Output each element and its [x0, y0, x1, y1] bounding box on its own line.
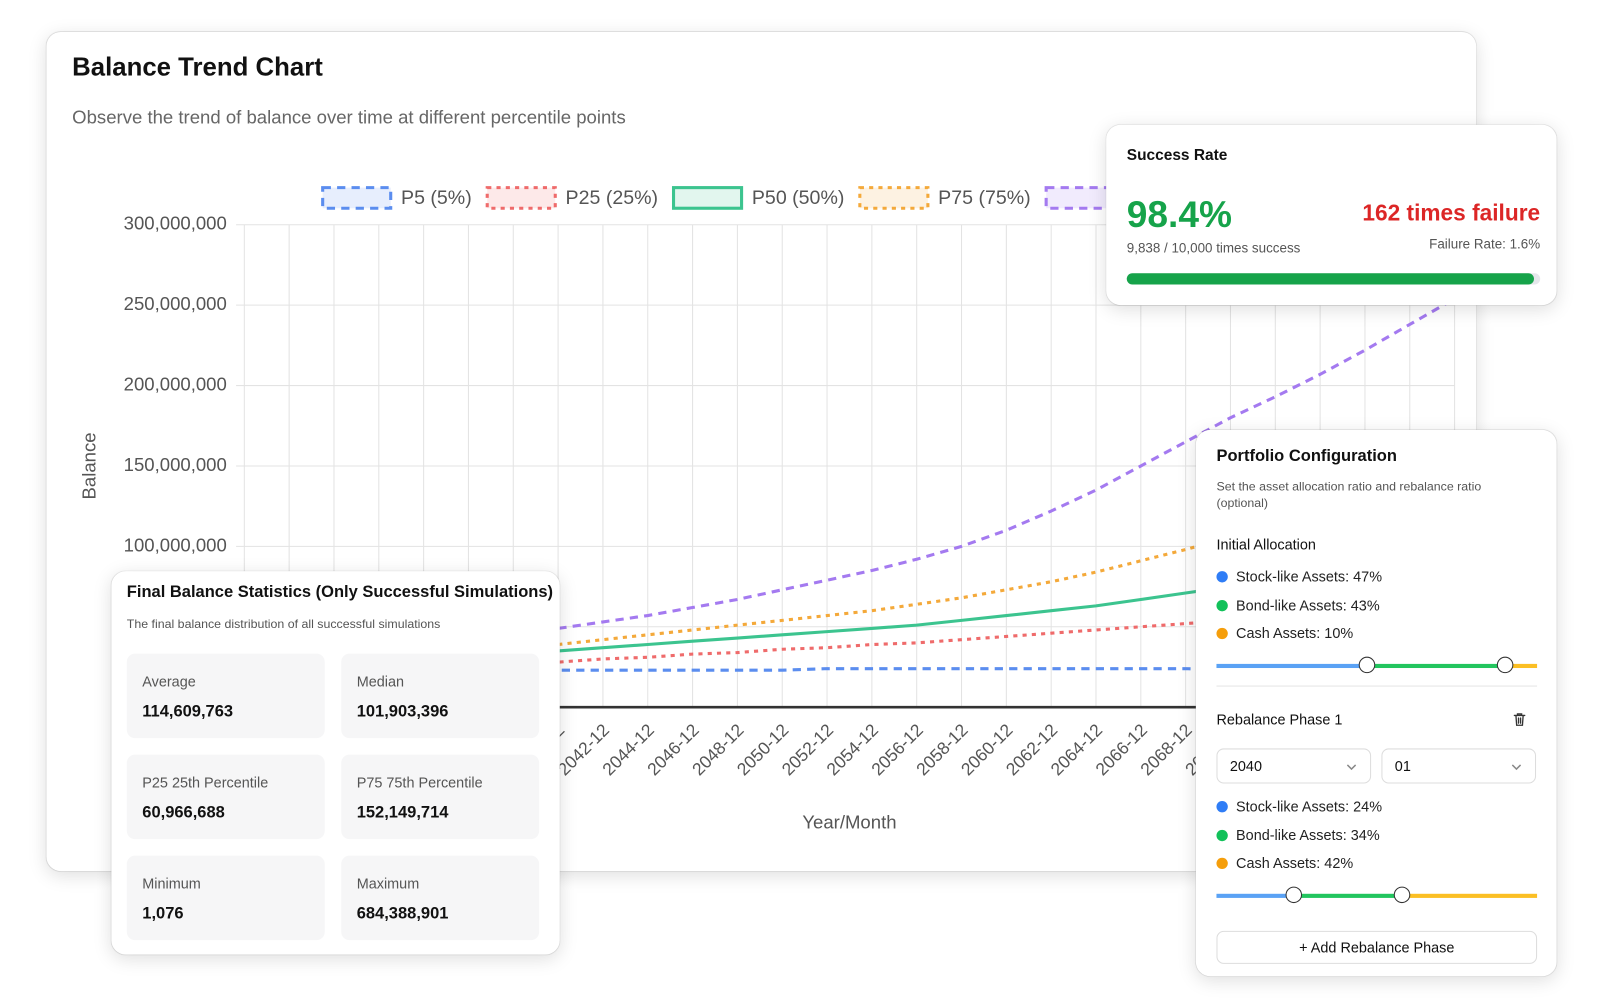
legend-swatch: [858, 186, 930, 210]
stat-value: 152,149,714: [356, 804, 449, 822]
slider-thumb[interactable]: [1496, 656, 1514, 674]
slider-thumb[interactable]: [1285, 886, 1302, 904]
failure-count: 162 times failure: [1362, 199, 1541, 226]
asset-label: Bond-like Assets: 43%: [1236, 596, 1380, 613]
asset-label: Cash Assets: 42%: [1236, 854, 1354, 872]
asset-row: Stock-like Assets: 47%: [1216, 567, 1382, 586]
y-tick-label: 150,000,000: [124, 454, 227, 475]
slider-segment: [1216, 893, 1294, 898]
legend-item: P25 (25%): [485, 186, 658, 210]
success-count: 9,838 / 10,000 times success: [1126, 240, 1301, 256]
legend: P5 (5%)P25 (25%)P50 (50%)P75 (75%)P95 (9…: [321, 186, 1217, 210]
year-select[interactable]: 2040: [1216, 748, 1372, 784]
statistics-card: Final Balance Statistics (Only Successfu…: [111, 571, 560, 955]
asset-dot: [1216, 627, 1228, 640]
legend-item: P75 (75%): [858, 186, 1031, 210]
stat-value: 1,076: [142, 905, 184, 923]
failure-rate: Failure Rate: 1.6%: [1429, 236, 1541, 252]
success-rate-card: Success Rate 98.4% 9,838 / 10,000 times …: [1106, 124, 1557, 306]
chart-subtitle: Observe the trend of balance over time a…: [72, 107, 626, 128]
y-tick-label: 300,000,000: [124, 213, 227, 234]
stat-label: Median: [356, 673, 405, 690]
asset-dot: [1216, 857, 1228, 870]
chevron: [1346, 764, 1357, 771]
y-tick-label: 200,000,000: [124, 373, 227, 394]
legend-item: P50 (50%): [671, 186, 844, 210]
stat-tile: P25 25th Percentile 60,966,688: [126, 754, 325, 840]
slider-segment: [1293, 893, 1403, 898]
stat-tile: P75 75th Percentile 152,149,714: [341, 754, 540, 840]
progress-track: [1126, 273, 1541, 285]
legend-item: P5 (5%): [321, 186, 472, 210]
series-line: [244, 597, 1455, 677]
slider-thumb[interactable]: [1394, 886, 1411, 904]
asset-dot: [1216, 599, 1228, 611]
asset-label: Cash Assets: 10%: [1236, 624, 1354, 642]
stat-value: 60,966,688: [142, 804, 225, 822]
asset-dot: [1216, 801, 1228, 813]
add-phase-button[interactable]: + Add Rebalance Phase: [1216, 930, 1538, 964]
stat-tile: Maximum 684,388,901: [341, 855, 540, 941]
section-title: Rebalance Phase 1: [1216, 711, 1343, 728]
asset-label: Bond-like Assets: 34%: [1236, 826, 1380, 843]
stat-tile: Median 101,903,396: [341, 653, 540, 739]
portfolio-card: Portfolio Configuration Set the asset al…: [1195, 429, 1557, 977]
y-tick-label: 100,000,000: [124, 534, 227, 555]
legend-swatch: [321, 186, 393, 210]
x-axis-title: Year/Month: [802, 812, 896, 833]
card-description: The final balance distribution of all su…: [126, 616, 441, 631]
stat-label: Average: [142, 673, 196, 690]
asset-row: Cash Assets: 10%: [1216, 624, 1353, 643]
asset-row: Cash Assets: 42%: [1216, 854, 1353, 873]
slider-segment: [1505, 663, 1538, 669]
divider: [1216, 685, 1538, 687]
slider-segment: [1402, 893, 1538, 898]
card-title: Portfolio Configuration: [1216, 447, 1397, 465]
allocation-slider: [1216, 886, 1538, 904]
slider-thumb[interactable]: [1358, 656, 1376, 674]
slider-segment: [1216, 663, 1368, 669]
allocation-slider: [1216, 656, 1538, 674]
success-rate: 98.4%: [1126, 192, 1233, 236]
asset-dot: [1216, 829, 1228, 841]
stat-label: Maximum: [356, 875, 420, 892]
select-value: 2040: [1229, 757, 1262, 775]
stat-tile: Minimum 1,076: [126, 855, 325, 941]
asset-dot: [1216, 571, 1228, 583]
section-title: Initial Allocation: [1216, 536, 1316, 553]
y-tick-label: 250,000,000: [124, 293, 227, 314]
delete-phase-button[interactable]: [1511, 711, 1527, 727]
card-title: Final Balance Statistics (Only Successfu…: [126, 583, 554, 602]
asset-label: Stock-like Assets: 24%: [1236, 797, 1383, 815]
month-select[interactable]: 01: [1381, 748, 1537, 784]
y-axis-title: Balance: [79, 432, 100, 499]
card-title: Success Rate: [1126, 146, 1228, 164]
asset-label: Stock-like Assets: 47%: [1236, 568, 1383, 585]
progress-bar: [1126, 273, 1534, 285]
asset-row: Stock-like Assets: 24%: [1216, 797, 1382, 816]
legend-swatch: [671, 186, 744, 210]
asset-row: Bond-like Assets: 43%: [1216, 595, 1380, 614]
chart-title: Balance Trend Chart: [72, 52, 323, 82]
stat-label: P25 25th Percentile: [142, 774, 269, 791]
select-value: 01: [1394, 757, 1411, 775]
slider-segment: [1367, 663, 1505, 669]
stat-value: 101,903,396: [356, 703, 449, 721]
stat-label: Minimum: [142, 875, 201, 892]
card-description: Set the asset allocation ratio and rebal…: [1216, 479, 1482, 511]
stat-label: P75 75th Percentile: [356, 774, 483, 791]
asset-row: Bond-like Assets: 34%: [1216, 825, 1380, 844]
stat-value: 684,388,901: [356, 905, 449, 923]
legend-label: P75 (75%): [938, 187, 1030, 209]
legend-label: P5 (5%): [401, 187, 472, 209]
legend-swatch: [485, 186, 557, 210]
legend-swatch: [1044, 186, 1116, 210]
legend-label: P25 (25%): [566, 187, 658, 209]
legend-label: P50 (50%): [752, 187, 844, 209]
chevron: [1511, 764, 1522, 771]
stat-tile: Average 114,609,763: [126, 653, 325, 739]
stat-value: 114,609,763: [142, 703, 234, 721]
